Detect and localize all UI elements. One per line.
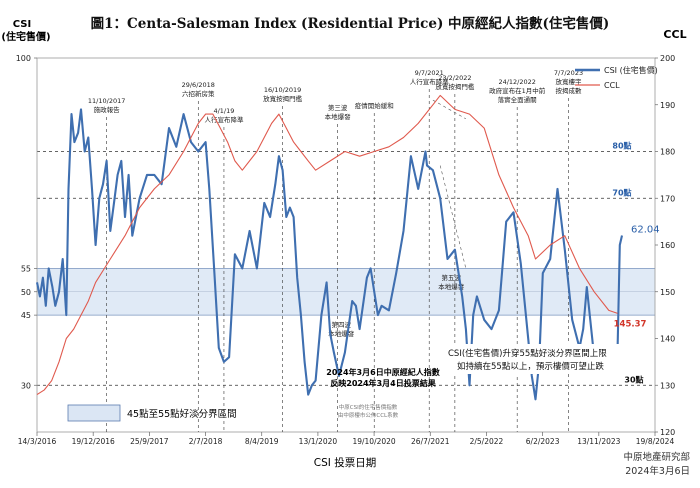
band-legend-label: 45點至55點好淡分界區間	[127, 408, 237, 420]
band-legend-swatch	[67, 404, 121, 422]
level-label-80: 80點	[612, 141, 631, 151]
x-tick-1: 19/12/2016	[72, 437, 115, 446]
left-tick-55: 55	[21, 264, 31, 273]
x-tick-6: 19/10/2020	[352, 437, 395, 446]
annotation-8-line-0: 24/12/2022	[498, 78, 535, 86]
annotation-6-line-1: 人行宣布降準	[410, 77, 450, 86]
annotation-6-line-0: 9/7/2021	[415, 69, 444, 77]
x-axis-label: CSI 投票日期	[314, 456, 376, 469]
annotation-4-line-0: 第三波	[328, 103, 348, 112]
right-tick-120: 120	[660, 428, 675, 437]
annotation-2-line-1: 人行宣布降準	[204, 115, 244, 124]
left-tick-50: 50	[21, 288, 31, 297]
annotation-9-line-2: 按揭成數	[555, 86, 582, 95]
right-tick-200: 200	[660, 54, 675, 63]
annotation-0-line-1: 施政報告	[94, 105, 121, 114]
annotation-9-line-1: 放寬樓宇	[555, 77, 582, 86]
level-label-70: 70點	[612, 187, 631, 197]
right-tick-170: 170	[660, 194, 675, 203]
annotation-7-line-1: 放寬按揭門檻	[435, 82, 475, 91]
legend-label-1: CCL	[604, 81, 620, 90]
left-axis-label-line2: (住宅售價)	[1, 30, 50, 43]
annotation-11-line-0: 第五波	[441, 273, 461, 282]
trend-arrow-ccl	[432, 99, 467, 120]
ccl-end-label: 145.37	[614, 319, 647, 329]
annotation-10-line-1: 本地爆發	[328, 329, 355, 338]
right-tick-160: 160	[660, 241, 675, 250]
right-axis-label: CCL	[663, 28, 686, 41]
annotation-4-line-1: 本地爆發	[325, 112, 352, 121]
x-tick-2: 25/9/2017	[130, 437, 169, 446]
footer-line1: 中原地產研究部	[623, 451, 690, 463]
annotation-9-line-0: 7/7/2023	[554, 69, 583, 77]
x-tick-9: 6/2/2023	[526, 437, 560, 446]
left-tick-100: 100	[16, 54, 31, 63]
csi-end-label: 62.04	[631, 224, 660, 235]
level-label-30: 30點	[624, 374, 643, 384]
annotation-2-line-0: 4/1/19	[213, 107, 234, 115]
annotation-11-line-1: 本地爆發	[438, 282, 465, 291]
annotation-3-line-0: 16/10/2019	[264, 86, 301, 94]
box-note-bg	[446, 344, 646, 374]
x-tick-5: 13/1/2020	[299, 437, 338, 446]
legend-label-0: CSI (住宅售價)	[604, 65, 658, 75]
annotation-5-line-0: 疫情開始緩和	[355, 101, 394, 110]
right-tick-190: 190	[660, 101, 675, 110]
annotation-8-line-2: 落實全面通關	[498, 95, 537, 104]
annotation-8-line-1: 政府宣布在1月中前	[489, 86, 546, 95]
footer-line2: 2024年3月6日	[625, 465, 690, 477]
right-tick-130: 130	[660, 381, 675, 390]
right-tick-150: 150	[660, 288, 675, 297]
x-tick-0: 14/3/2016	[18, 437, 57, 446]
box-note-line2: 如持續在55點以上，預示樓價可望止跌	[457, 361, 604, 372]
x-tick-8: 2/5/2022	[470, 437, 504, 446]
annotation-1-line-0: 29/6/2018	[182, 81, 215, 89]
source-note-line2: 由中原樓市公佈CCL系數	[338, 411, 399, 419]
x-tick-11: 19/8/2024	[636, 437, 675, 446]
survey-note-line2: 反映2024年3月4日投票結果	[330, 378, 435, 388]
annotation-10-line-0: 第四波	[331, 320, 351, 329]
annotation-3-line-1: 放寬按揭門檻	[263, 94, 303, 103]
left-axis-label-line1: CSI	[13, 19, 31, 30]
ccl-series-line	[36, 94, 618, 396]
right-tick-180: 180	[660, 148, 675, 157]
source-note-line1: 中原CSI的住宅售價指數	[339, 403, 398, 411]
x-tick-10: 13/11/2023	[577, 437, 620, 446]
x-tick-3: 2/7/2018	[189, 437, 223, 446]
annotation-7-line-0: 23/2/2022	[438, 74, 471, 82]
right-tick-140: 140	[660, 335, 675, 344]
chart-title: 圖1：Centa-Salesman Index (Residential Pri…	[91, 15, 610, 32]
annotation-1-line-1: 六招新房策	[182, 89, 215, 98]
left-tick-30: 30	[21, 381, 31, 390]
left-tick-45: 45	[21, 311, 31, 320]
box-note-line1: CSI(住宅售價)升穿55點好淡分界區間上限	[448, 348, 607, 359]
annotation-0-line-0: 11/10/2017	[88, 97, 125, 105]
x-tick-7: 26/7/2021	[411, 437, 450, 446]
x-tick-4: 8/4/2019	[245, 437, 279, 446]
survey-note-line1: 2024年3月6日中原經紀人指數	[326, 367, 439, 377]
